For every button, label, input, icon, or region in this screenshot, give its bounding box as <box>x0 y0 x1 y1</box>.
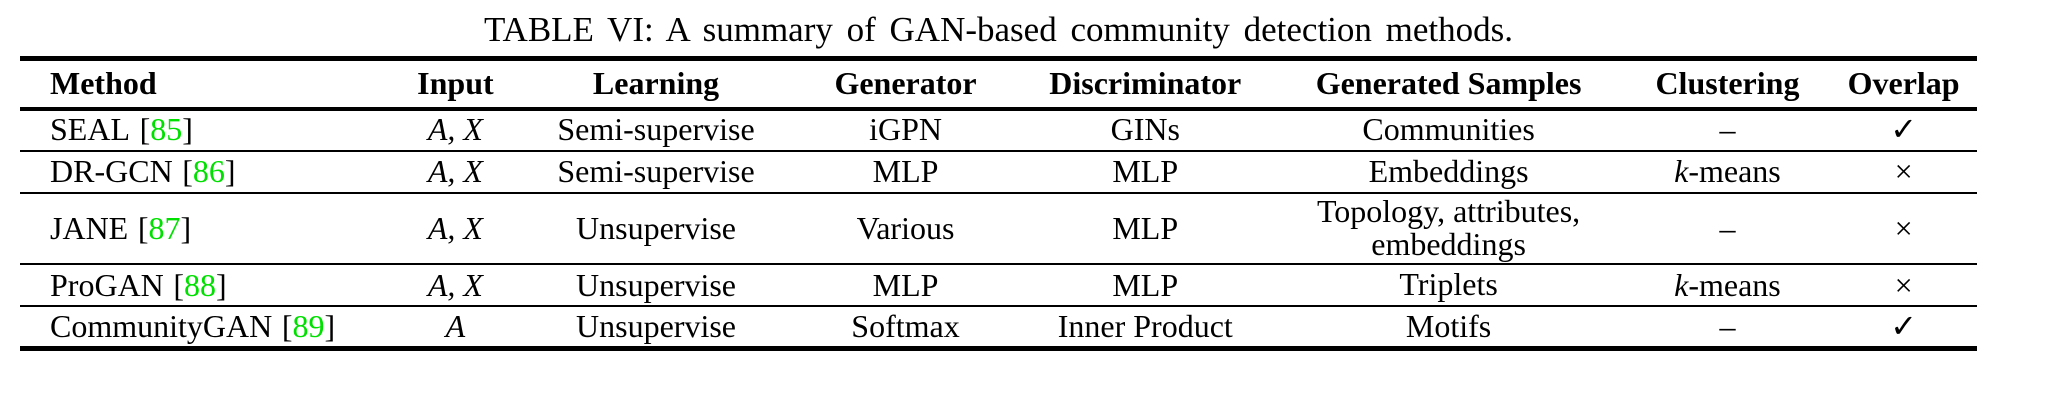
cell-method: DR-GCN [86] <box>20 151 392 193</box>
citation-link[interactable]: [89] <box>282 308 335 344</box>
cell-discriminator: MLP <box>1112 209 1179 246</box>
citation-number[interactable]: 89 <box>292 307 325 344</box>
citation-link[interactable]: [87] <box>138 210 191 246</box>
cell-input: A, X <box>427 111 483 148</box>
clustering-text: – <box>1719 307 1736 344</box>
k-italic: k <box>1674 266 1689 303</box>
column-header-clustering: Clustering <box>1655 65 1800 102</box>
cell-generated-samples: Triplets <box>1399 266 1498 303</box>
cell-generator: iGPN <box>869 111 942 148</box>
cell-overlap: × <box>1894 266 1913 303</box>
cell-input: A, X <box>427 152 483 189</box>
method-name: ProGAN <box>50 266 164 303</box>
cell-overlap: × <box>1894 152 1913 189</box>
cell-input: A, X <box>427 266 483 303</box>
cite-bracket-open: [ <box>182 152 193 189</box>
table-body: SEAL [85] A, X Semi-supervise iGPN GINs C… <box>20 109 1977 349</box>
citation-number[interactable]: 86 <box>192 152 225 189</box>
cell-clustering: – <box>1625 109 1830 151</box>
cite-bracket-open: [ <box>173 266 185 303</box>
clustering-text: -means <box>1688 266 1781 303</box>
cell-generated-samples: Communities <box>1362 111 1535 148</box>
cell-input: A, X <box>427 209 483 246</box>
cite-bracket-close: ] <box>324 307 336 344</box>
clustering-text: – <box>1719 111 1736 148</box>
cell-method: JANE [87] <box>20 193 392 265</box>
column-header-learning: Learning <box>592 65 720 102</box>
cite-bracket-open: [ <box>139 111 151 148</box>
cell-clustering: k-means <box>1625 151 1830 193</box>
cite-bracket-open: [ <box>281 307 293 344</box>
method-name: CommunityGAN <box>50 307 273 344</box>
cell-discriminator: GINs <box>1110 111 1180 148</box>
cite-bracket-close: ] <box>216 266 227 303</box>
cite-bracket-open: [ <box>137 209 149 246</box>
method-name: JANE <box>50 209 129 246</box>
column-header-generated-samples: Generated Samples <box>1315 65 1582 102</box>
cell-generator: MLP <box>872 266 939 303</box>
cell-clustering: – <box>1625 193 1830 265</box>
table-row-communitygan: CommunityGAN [89] A Unsupervise Softmax I… <box>20 306 1977 348</box>
column-header-overlap: Overlap <box>1847 65 1960 102</box>
cell-clustering: – <box>1625 306 1830 348</box>
gan-methods-table: Method Input Learning Generator Discrimi… <box>20 56 1977 351</box>
method-name: DR-GCN <box>50 152 173 189</box>
table-row-dr-gcn: DR-GCN [86] A, X Semi-supervise MLP MLP E… <box>20 151 1977 193</box>
cell-discriminator: MLP <box>1112 266 1179 303</box>
table-header: Method Input Learning Generator Discrimi… <box>20 59 1977 109</box>
cell-learning: Semi-supervise <box>557 152 755 189</box>
citation-number[interactable]: 88 <box>184 266 217 303</box>
table-row-jane: JANE [87] A, X Unsupervise Various MLP To… <box>20 193 1977 265</box>
column-header-discriminator: Discriminator <box>1049 65 1242 102</box>
table-caption: TABLE VI: A summary of GAN-based communi… <box>483 10 1514 49</box>
citation-link[interactable]: [85] <box>140 111 193 147</box>
cell-learning: Unsupervise <box>576 266 736 303</box>
cell-discriminator: MLP <box>1112 152 1179 189</box>
clustering-text: -means <box>1688 152 1781 189</box>
table-row-progan: ProGAN [88] A, X Unsupervise MLP MLP Trip… <box>20 264 1977 307</box>
column-header-generator: Generator <box>834 65 977 102</box>
cite-bracket-close: ] <box>224 152 236 189</box>
k-italic: k <box>1674 152 1689 189</box>
cell-generated-samples: Embeddings <box>1368 152 1529 189</box>
cell-learning: Semi-supervise <box>557 111 755 148</box>
cell-overlap: ✓ <box>1890 307 1917 344</box>
clustering-text: – <box>1719 209 1736 246</box>
cell-generated-samples: Topology, attributes, embeddings <box>1316 192 1581 263</box>
column-header-input: Input <box>417 65 494 102</box>
cell-overlap: × <box>1894 209 1913 246</box>
cell-overlap: ✓ <box>1890 111 1917 148</box>
cite-bracket-close: ] <box>180 209 192 246</box>
cell-input: A <box>445 307 466 344</box>
cell-method: ProGAN [88] <box>20 264 392 306</box>
cell-learning: Unsupervise <box>576 209 736 246</box>
header-row: Method Input Learning Generator Discrimi… <box>20 59 1977 109</box>
citation-number[interactable]: 87 <box>148 209 181 246</box>
cell-generator: Softmax <box>851 307 960 344</box>
column-header-method: Method <box>50 65 157 102</box>
citation-link[interactable]: [88] <box>173 267 226 303</box>
cell-learning: Unsupervise <box>576 307 736 344</box>
cell-method: CommunityGAN [89] <box>20 306 392 348</box>
cell-generator: Various <box>856 209 955 246</box>
cell-clustering: k-means <box>1625 264 1830 306</box>
cell-discriminator: Inner Product <box>1057 307 1233 344</box>
cell-method: SEAL [85] <box>20 109 392 151</box>
method-name: SEAL <box>50 111 130 148</box>
citation-link[interactable]: [86] <box>182 153 235 189</box>
cell-generator: MLP <box>872 152 939 189</box>
cell-generated-samples: Motifs <box>1405 307 1492 344</box>
table-row-seal: SEAL [85] A, X Semi-supervise iGPN GINs C… <box>20 109 1977 151</box>
cite-bracket-close: ] <box>182 111 193 148</box>
citation-number[interactable]: 85 <box>150 111 183 148</box>
